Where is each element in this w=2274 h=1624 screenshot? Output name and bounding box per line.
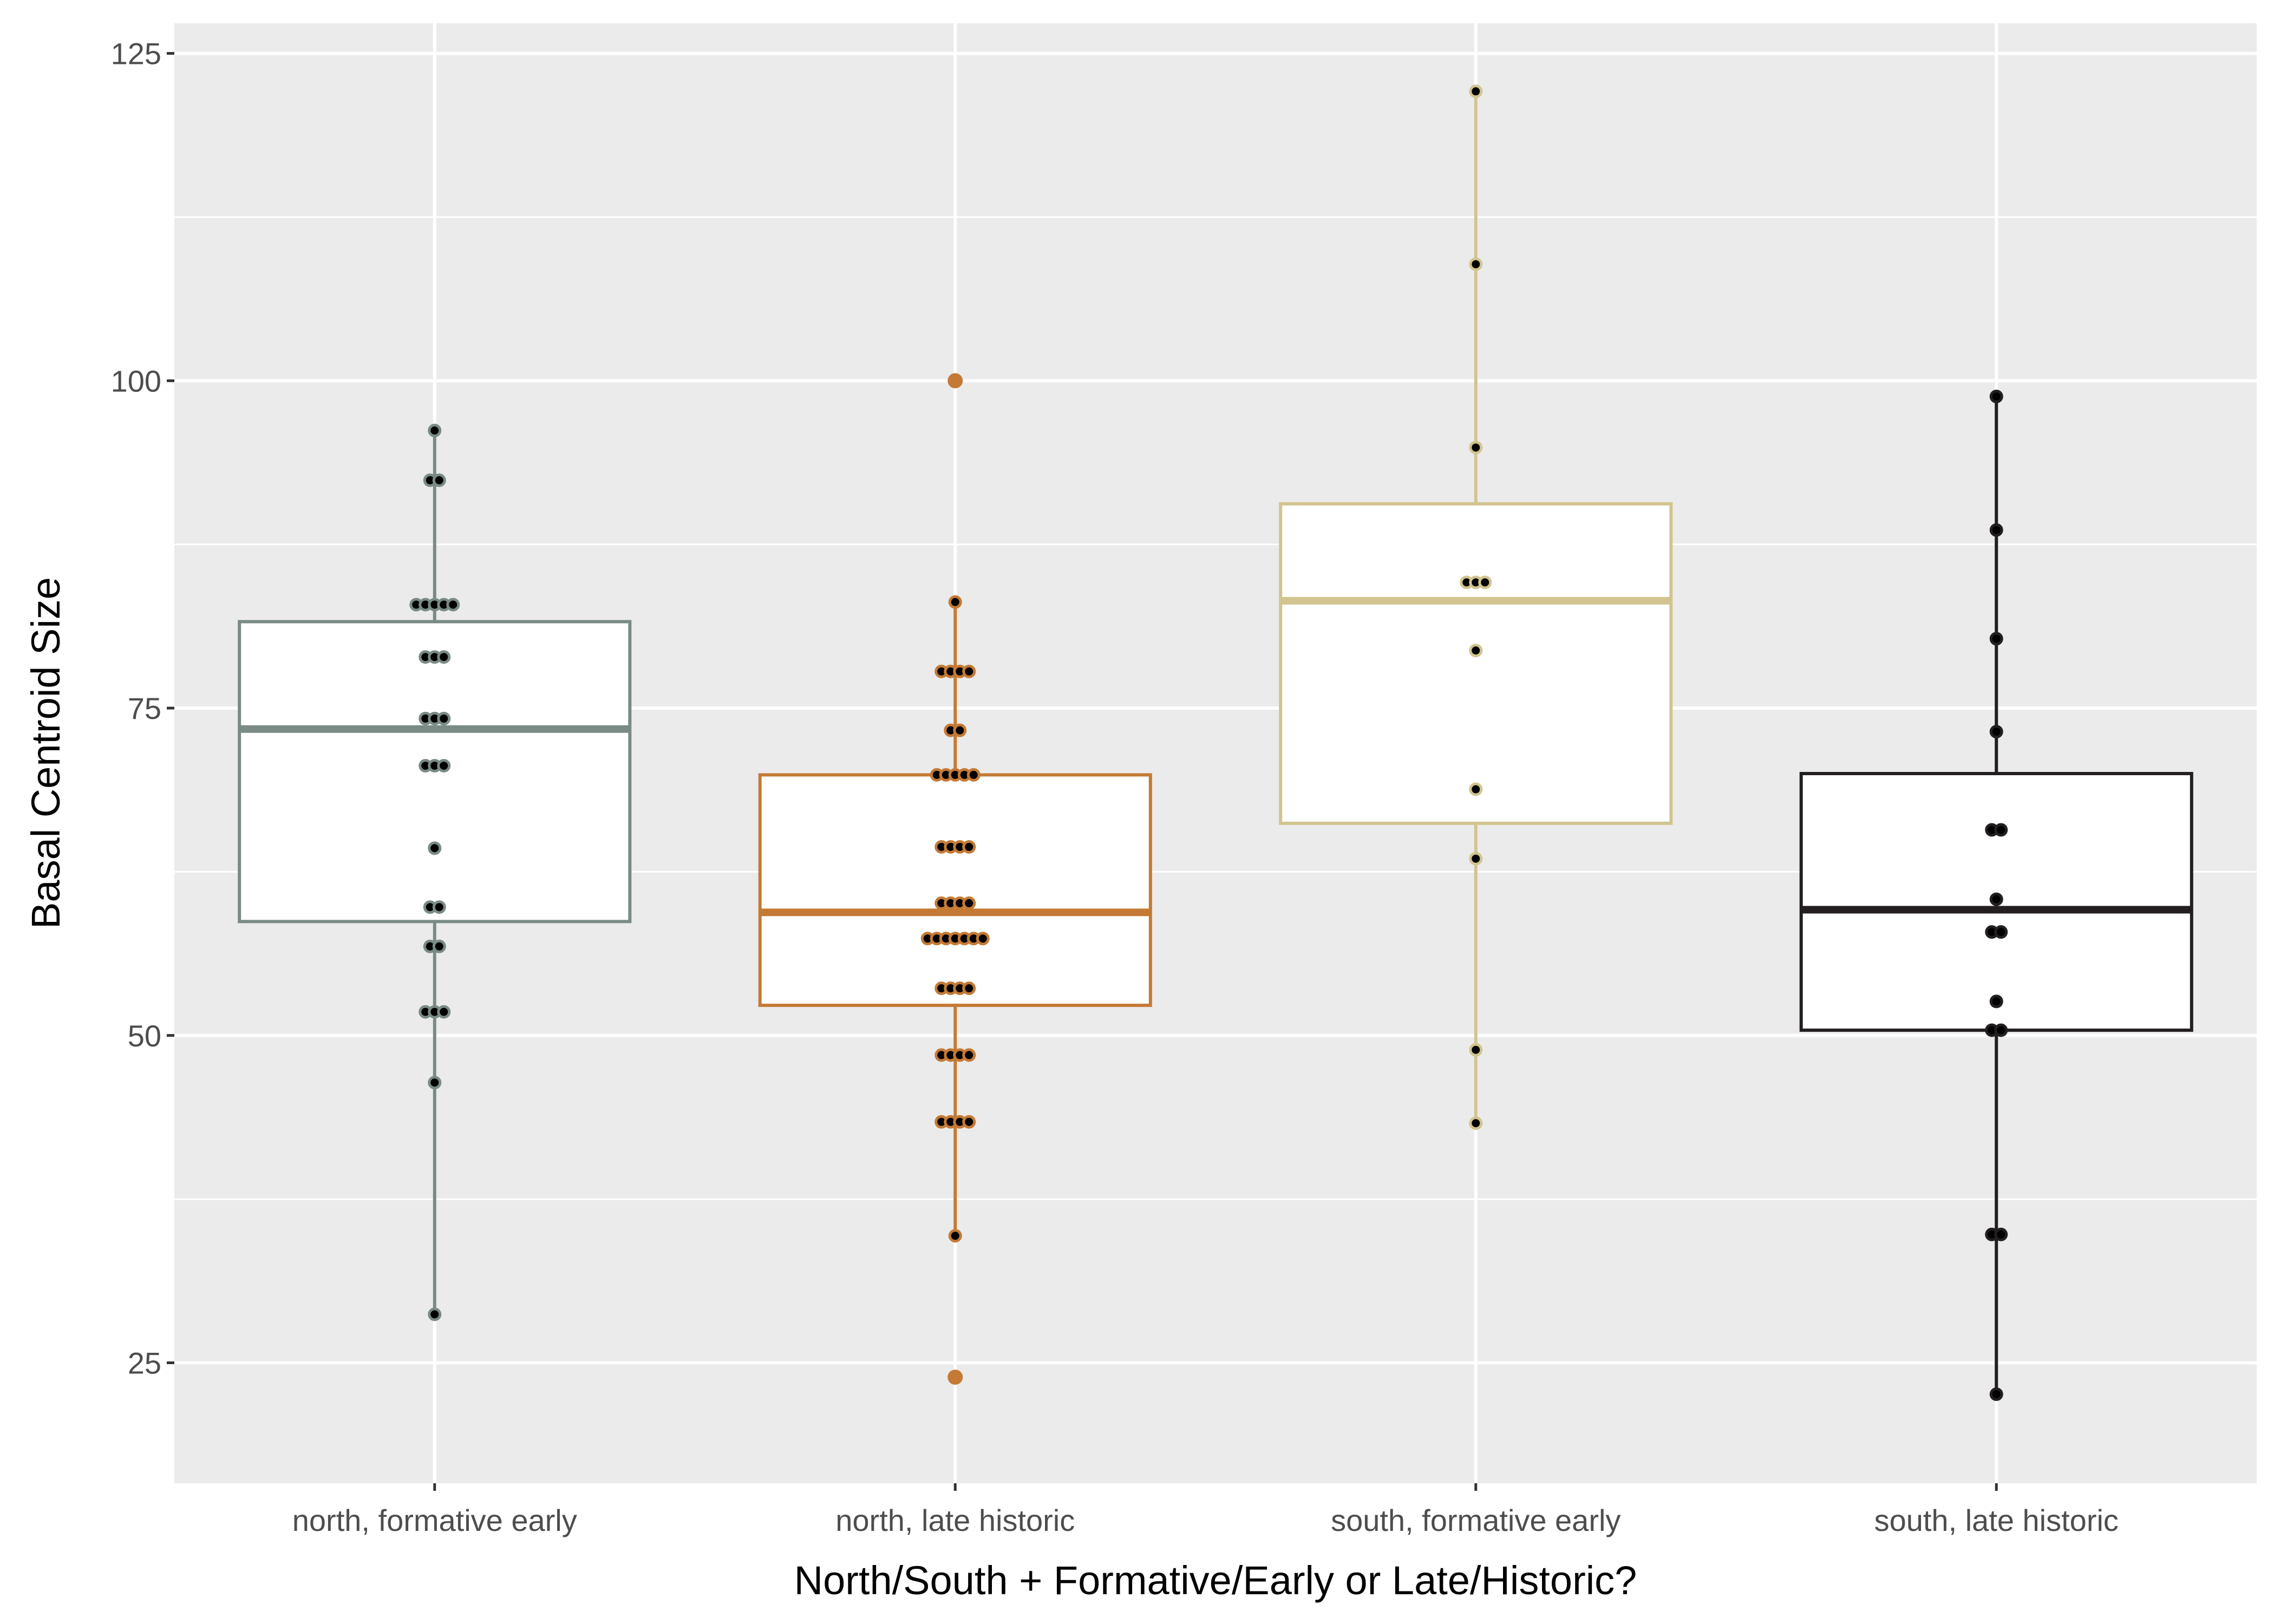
data-point [948, 1229, 962, 1243]
x-tick-label: south, late historic [1874, 1503, 2119, 1537]
data-point [1994, 1227, 2008, 1241]
data-point [1994, 925, 2008, 939]
data-point [962, 840, 976, 854]
data-point [1989, 523, 2003, 537]
data-point [1994, 1023, 2008, 1037]
data-point [962, 981, 976, 996]
data-point [428, 841, 442, 855]
data-point [1989, 892, 2003, 906]
x-tick-label: north, late historic [835, 1503, 1075, 1537]
x-axis: north, formative early north, late histor… [292, 1483, 2119, 1537]
data-point [962, 1115, 976, 1129]
data-point [1469, 644, 1483, 658]
data-point [966, 768, 981, 782]
y-tick-label: 50 [128, 1019, 161, 1053]
data-point [962, 1048, 976, 1062]
data-point [1989, 632, 2003, 646]
data-point [437, 1005, 451, 1019]
y-tick-label: 125 [111, 37, 161, 71]
y-tick-label: 75 [128, 691, 161, 725]
data-point [962, 664, 976, 678]
y-tick-label: 25 [128, 1346, 161, 1380]
data-point [1469, 441, 1483, 455]
data-point [428, 423, 442, 437]
x-tick-label: north, formative early [292, 1503, 577, 1537]
points-layer [409, 84, 2008, 1402]
data-point [1469, 84, 1483, 99]
data-point [953, 723, 967, 737]
x-tick-label: south, formative early [1331, 1503, 1620, 1537]
data-point [428, 1076, 442, 1090]
data-point [1989, 1387, 2003, 1402]
data-point [962, 896, 976, 910]
data-point [437, 650, 451, 664]
data-point [432, 939, 446, 953]
data-point [1989, 725, 2003, 739]
data-point [1994, 823, 2008, 837]
data-point [428, 1307, 442, 1321]
data-point [1469, 782, 1483, 796]
x-axis-title: North/South + Formative/Early or Late/Hi… [794, 1558, 1637, 1603]
data-point [1469, 852, 1483, 866]
data-point [437, 758, 451, 772]
data-point [432, 473, 446, 487]
data-point [976, 932, 990, 946]
box-iqr [1279, 502, 1673, 825]
data-point [1469, 1116, 1483, 1130]
data-point [1989, 994, 2003, 1009]
y-axis: 25 50 75 100 125 [111, 37, 174, 1380]
box-iqr [758, 773, 1152, 1007]
outlier-point [948, 1370, 963, 1385]
data-point [446, 598, 460, 612]
data-point [1989, 389, 2003, 403]
y-tick-label: 100 [111, 364, 161, 398]
outlier-point [948, 373, 963, 389]
data-point [1478, 575, 1492, 590]
data-point [437, 711, 451, 725]
data-point [432, 900, 446, 914]
data-point [948, 595, 962, 609]
data-point [1469, 1043, 1483, 1057]
y-axis-title: Basal Centroid Size [23, 577, 68, 929]
data-point [1469, 257, 1483, 271]
